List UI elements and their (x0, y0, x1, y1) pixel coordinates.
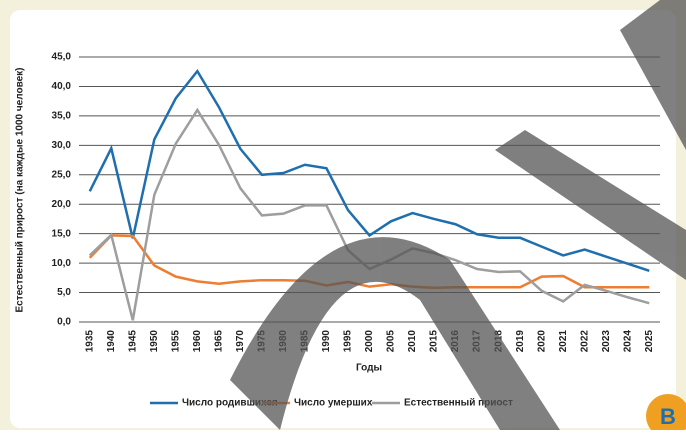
x-tick-label: 2024 (622, 330, 633, 353)
y-axis-title: Естественный прирост (на каждые 1000 чел… (15, 68, 26, 313)
y-tick-label: 0,0 (57, 317, 71, 328)
x-tick-label: 2015 (429, 330, 440, 353)
x-tick-label: 2010 (407, 330, 418, 353)
x-tick-label: 1950 (149, 330, 160, 353)
y-tick-label: 25,0 (52, 169, 72, 180)
x-tick-label: 2021 (558, 330, 569, 353)
x-tick-label: 2020 (536, 330, 547, 353)
y-tick-label: 20,0 (52, 199, 72, 210)
x-tick-label: 1970 (235, 330, 246, 353)
watermark-letter: B (660, 404, 676, 429)
x-axis-title: Годы (356, 363, 382, 374)
x-tick-label: 2000 (364, 330, 375, 353)
x-tick-label: 1960 (192, 330, 203, 353)
x-tick-label: 1945 (127, 330, 138, 353)
y-tick-label: 45,0 (52, 52, 72, 63)
x-tick-label: 1965 (214, 330, 225, 353)
x-tick-label: 1955 (170, 330, 181, 353)
x-tick-label: 2022 (579, 330, 590, 353)
y-tick-label: 35,0 (52, 111, 72, 122)
x-tick-label: 1995 (343, 330, 354, 353)
x-tick-label: 2025 (644, 330, 655, 353)
x-tick-label: 2023 (601, 330, 612, 353)
card (10, 10, 676, 428)
x-tick-label: 1990 (321, 330, 332, 353)
x-tick-label: 1935 (84, 330, 95, 353)
x-tick-label: 1940 (106, 330, 117, 353)
y-tick-label: 40,0 (52, 81, 72, 92)
y-tick-label: 10,0 (52, 258, 72, 269)
legend-label: Число умерших (294, 398, 373, 409)
x-tick-label: 2019 (515, 330, 526, 353)
y-tick-label: 15,0 (52, 228, 72, 239)
y-tick-label: 5,0 (57, 287, 71, 298)
y-tick-label: 30,0 (52, 140, 72, 151)
x-tick-label: 2005 (386, 330, 397, 353)
chart: 0,0 5,0 10,0 15,0 20,0 25,0 30,0 35,0 40,0 45,0 19… (0, 0, 686, 430)
